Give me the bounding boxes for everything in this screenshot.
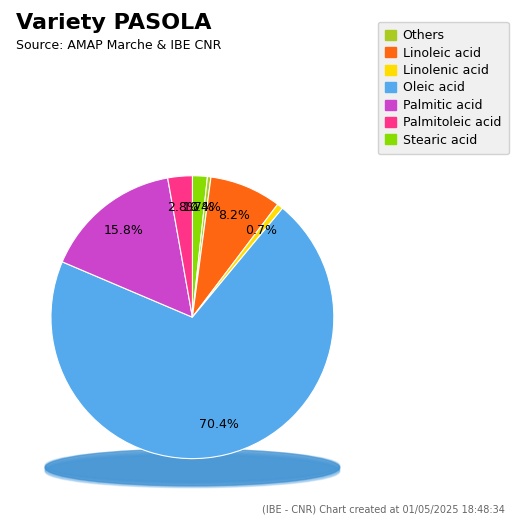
- Text: 0.4%: 0.4%: [190, 201, 222, 214]
- Text: 15.8%: 15.8%: [104, 225, 144, 238]
- Ellipse shape: [45, 451, 340, 484]
- Wedge shape: [192, 177, 211, 317]
- Ellipse shape: [45, 453, 340, 486]
- Ellipse shape: [45, 456, 340, 488]
- Text: 70.4%: 70.4%: [199, 418, 239, 431]
- Text: 0.7%: 0.7%: [245, 224, 277, 237]
- Ellipse shape: [45, 450, 340, 483]
- Text: (IBE - CNR) Chart created at 01/05/2025 18:48:34: (IBE - CNR) Chart created at 01/05/2025 …: [262, 505, 504, 515]
- Wedge shape: [167, 176, 192, 317]
- Wedge shape: [192, 176, 207, 317]
- Ellipse shape: [45, 452, 340, 484]
- Ellipse shape: [45, 453, 340, 485]
- Text: Variety PASOLA: Variety PASOLA: [16, 13, 211, 33]
- Text: 1.7%: 1.7%: [183, 201, 214, 214]
- Ellipse shape: [45, 449, 340, 482]
- Text: 8.2%: 8.2%: [218, 209, 250, 222]
- Legend: Others, Linoleic acid, Linolenic acid, Oleic acid, Palmitic acid, Palmitoleic ac: Others, Linoleic acid, Linolenic acid, O…: [378, 22, 509, 154]
- Text: Source: AMAP Marche & IBE CNR: Source: AMAP Marche & IBE CNR: [16, 39, 221, 52]
- Wedge shape: [192, 177, 278, 317]
- Wedge shape: [51, 208, 334, 459]
- Ellipse shape: [45, 454, 340, 487]
- Wedge shape: [192, 204, 282, 317]
- Text: 2.8%: 2.8%: [167, 201, 199, 214]
- Ellipse shape: [45, 449, 340, 486]
- Wedge shape: [62, 178, 192, 317]
